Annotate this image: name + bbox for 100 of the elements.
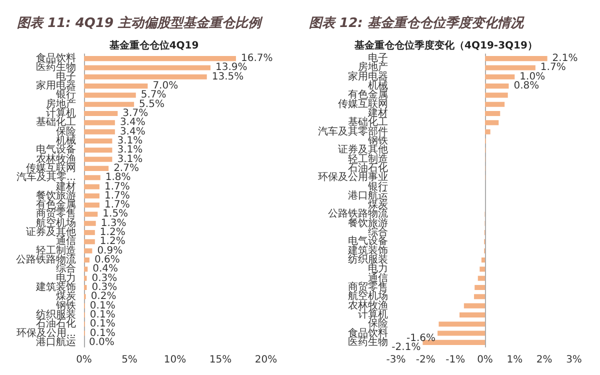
bar: [485, 102, 505, 107]
data-label: 0.1%: [90, 309, 116, 320]
y-tick-label: 房地产: [46, 98, 76, 110]
data-label: 1.0%: [520, 71, 546, 82]
data-label: 0.9%: [97, 245, 123, 256]
bar: [481, 258, 485, 263]
chart-subtitle: 基金重仓仓位4Q19: [108, 40, 199, 52]
bar: [84, 175, 100, 180]
data-label: 3.4%: [120, 126, 146, 138]
bar: [84, 284, 87, 290]
bar: [84, 220, 96, 226]
x-tick-label: 0%: [76, 354, 92, 366]
x-tick-label: 10%: [164, 354, 186, 366]
data-label: 0.1%: [90, 300, 116, 312]
data-label: 0.2%: [90, 291, 116, 302]
y-tick-label: 计算机: [358, 308, 388, 320]
bar: [485, 65, 536, 70]
data-label: 1.7%: [104, 181, 130, 192]
bar: [84, 84, 148, 89]
x-tick-label: 5%: [122, 354, 138, 366]
x-tick-label: 20%: [254, 354, 278, 366]
x-tick-label: 0%: [477, 354, 493, 366]
data-label: 13.5%: [212, 71, 244, 82]
data-label: 5.7%: [140, 90, 166, 101]
bar: [84, 230, 95, 236]
data-label: 0.4%: [92, 264, 118, 275]
data-label: 1.7%: [540, 62, 566, 74]
bar: [464, 303, 485, 308]
bar: [485, 84, 509, 89]
data-label: 13.9%: [215, 62, 248, 74]
bar: [485, 92, 508, 98]
y-tick-label: 家用电器: [348, 70, 388, 82]
bar: [438, 322, 485, 327]
bar: [422, 340, 485, 345]
data-label: 0.1%: [90, 328, 116, 339]
bar: [84, 193, 100, 198]
bar: [84, 138, 112, 144]
bar: [84, 129, 115, 134]
chart-title: 图表 11: 4Q19 主动偏股型基金重仓比例: [17, 15, 264, 31]
data-label: 3.4%: [120, 117, 146, 128]
data-label: 1.3%: [100, 218, 126, 229]
data-label: 3.1%: [117, 154, 143, 165]
data-label: 0.8%: [514, 80, 540, 92]
bar: [84, 266, 88, 272]
data-label: 5.5%: [139, 98, 164, 110]
bar: [480, 266, 485, 272]
data-label: 2.7%: [114, 162, 139, 174]
bar: [474, 294, 485, 300]
bar: [84, 120, 115, 126]
bar: [485, 56, 548, 62]
bar: [474, 284, 485, 290]
x-tick-label: 2%: [536, 354, 552, 366]
data-label: 1.7%: [104, 190, 130, 202]
bar: [84, 248, 92, 254]
bar: [84, 74, 207, 80]
x-tick-label: -2%: [416, 354, 436, 366]
y-tick-label: 传媒互联网: [338, 98, 388, 110]
data-label: 0.1%: [90, 318, 116, 330]
bar: [84, 65, 210, 70]
bar: [84, 56, 236, 62]
data-label: 1.5%: [102, 208, 128, 220]
x-tick-label: 1%: [506, 354, 523, 366]
x-tick-label: 3%: [566, 354, 582, 366]
y-tick-label: 商贸零售: [348, 280, 388, 293]
chart-title: 图表 12: 基金重仓仓位季度变化情况: [309, 15, 524, 31]
chart-subtitle: 基金重仓仓位季度变化（4Q19-3Q19）: [354, 40, 538, 52]
bar: [459, 312, 485, 318]
data-label: 1.8%: [105, 172, 131, 184]
bar: [84, 258, 90, 263]
bar: [84, 166, 109, 171]
data-label: 1.2%: [100, 236, 126, 248]
bar: [84, 202, 100, 208]
data-label: 3.1%: [117, 144, 143, 156]
bar: [84, 212, 98, 217]
data-label: 3.1%: [117, 135, 143, 146]
x-tick-label: -1%: [446, 354, 466, 366]
data-label: 0.0%: [89, 336, 114, 348]
y-tick-label: 餐饮旅游: [36, 189, 76, 202]
y-tick-label: 餐饮旅游: [348, 216, 388, 229]
data-label: -1.6%: [406, 332, 436, 344]
y-tick-label: 石油石化: [348, 162, 388, 174]
bar: [84, 156, 112, 162]
data-label: 0.3%: [92, 272, 118, 284]
bar: [478, 276, 485, 281]
bar: [84, 276, 87, 281]
data-label: -2.1%: [392, 342, 421, 353]
y-tick-label: 钢铁: [55, 299, 76, 312]
bar: [84, 148, 112, 153]
bar: [84, 102, 134, 107]
bar: [84, 184, 100, 190]
bar: [438, 330, 485, 336]
bar: [485, 74, 515, 80]
bar: [485, 129, 490, 134]
bar: [84, 111, 118, 116]
x-tick-label: 15%: [209, 354, 232, 366]
bar: [84, 239, 95, 244]
bar: [485, 120, 499, 126]
data-label: 0.3%: [92, 282, 118, 293]
x-tick-label: -3%: [386, 354, 406, 366]
bar: [485, 111, 500, 116]
